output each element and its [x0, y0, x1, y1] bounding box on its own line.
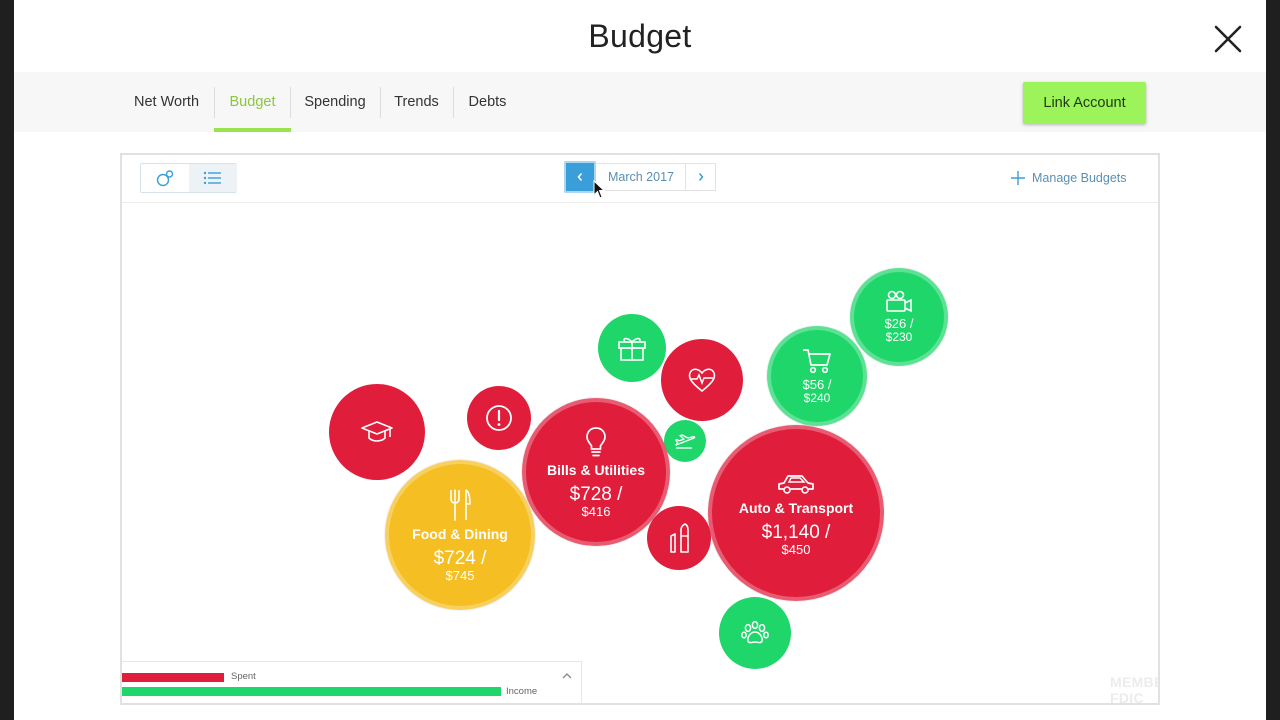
- bubble-view-button[interactable]: [141, 164, 189, 192]
- mouse-cursor-icon: [593, 180, 606, 199]
- chevron-left-icon: [577, 173, 583, 181]
- chevron-right-icon: [698, 173, 703, 181]
- tab-net-worth[interactable]: Net Worth: [134, 94, 200, 110]
- manage-budgets-link[interactable]: Manage Budgets: [1010, 168, 1127, 188]
- month-label: March 2017: [607, 170, 674, 184]
- page-title: Budget: [588, 18, 692, 54]
- bubble-name: Food & Dining: [412, 525, 508, 542]
- gift-icon: [618, 337, 646, 361]
- next-month-button[interactable]: [685, 163, 715, 191]
- bubble-budget: $230: [885, 330, 913, 344]
- manage-budgets-label: Manage Budgets: [1032, 171, 1127, 185]
- bubbles-icon: [156, 170, 174, 187]
- income-label: Income: [506, 686, 538, 697]
- shopping-cart-icon: [803, 349, 831, 374]
- bubble-name: Bills & Utilities: [546, 461, 646, 478]
- member-fdic-watermark: MEMBER FDIC: [1110, 674, 1158, 705]
- previous-month-button[interactable]: [564, 161, 596, 193]
- budget-bubble-pets[interactable]: [719, 597, 791, 669]
- income-bar: [122, 687, 501, 696]
- budget-bubble-health[interactable]: [661, 339, 743, 421]
- tab-debts[interactable]: Debts: [468, 94, 507, 110]
- alert-icon: [486, 405, 512, 431]
- bubble-budget: $240: [803, 391, 831, 405]
- graduation-cap-icon: [361, 421, 393, 442]
- lightbulb-icon: [586, 426, 606, 456]
- view-toggle: [140, 163, 237, 193]
- panel-toolbar: March 2017 Manage Budgets: [122, 155, 1158, 203]
- budget-bubble-shopping[interactable]: $56 / $240: [767, 326, 867, 426]
- bubble-spent: $1,140 /: [761, 521, 831, 543]
- tab-divider: [214, 87, 215, 118]
- tab-budget[interactable]: Budget: [214, 72, 291, 132]
- bubble-spent: $724 /: [433, 547, 487, 569]
- toothbrush-icon: [670, 523, 689, 553]
- bubble-name: Auto & Transport: [738, 499, 854, 516]
- tab-divider: [290, 87, 291, 118]
- budget-modal: Budget Net Worth Budget Spending Trends …: [14, 0, 1266, 720]
- chevron-up-icon[interactable]: [560, 670, 574, 682]
- bubble-spent: $26 /: [884, 316, 914, 331]
- list-icon: [203, 171, 221, 185]
- close-icon: [1214, 25, 1242, 53]
- spent-label: Spent: [231, 671, 256, 682]
- heartbeat-icon: [688, 368, 716, 393]
- budget-bubble-gifts[interactable]: [598, 314, 666, 382]
- tab-divider: [453, 87, 454, 118]
- bubble-spent: $728 /: [569, 483, 623, 505]
- fork-knife-icon: [450, 488, 471, 521]
- list-view-button[interactable]: [189, 164, 237, 192]
- close-button[interactable]: [1211, 22, 1245, 56]
- paw-icon: [741, 620, 769, 644]
- budget-bubble-auto-transport[interactable]: Auto & Transport $1,140 / $450: [708, 425, 884, 601]
- budget-bubble-entertainment[interactable]: $26 / $230: [850, 268, 948, 366]
- budget-bubble-personal-care[interactable]: [647, 506, 711, 570]
- bubble-budget: $745: [445, 567, 475, 583]
- bubble-budget: $450: [781, 541, 811, 557]
- car-icon: [778, 474, 814, 494]
- bubble-budget: $416: [581, 503, 611, 519]
- spent-bar: [122, 673, 224, 682]
- budget-bubble-bills-utilities[interactable]: Bills & Utilities $728 / $416: [522, 398, 670, 546]
- airplane-icon: [675, 434, 696, 449]
- budget-bubble-education[interactable]: [329, 384, 425, 480]
- budget-bubble-travel[interactable]: [664, 420, 706, 462]
- budget-bubble-food-dining[interactable]: Food & Dining $724 / $745: [385, 460, 535, 610]
- bubble-spent: $56 /: [802, 377, 832, 392]
- tab-bar: Net Worth Budget Spending Trends Debts L…: [14, 72, 1266, 132]
- tab-spending[interactable]: Spending: [304, 94, 366, 110]
- income-spent-legend: Spent Income: [122, 661, 582, 703]
- budget-panel: March 2017 Manage Budgets: [120, 153, 1160, 705]
- link-account-button[interactable]: Link Account: [1023, 82, 1146, 124]
- plus-icon: [1011, 171, 1025, 185]
- tab-divider: [380, 87, 381, 118]
- tab-trends[interactable]: Trends: [394, 94, 439, 110]
- budget-bubble-uncategorized[interactable]: [467, 386, 531, 450]
- month-display: March 2017: [596, 163, 716, 191]
- video-camera-icon: [886, 290, 912, 313]
